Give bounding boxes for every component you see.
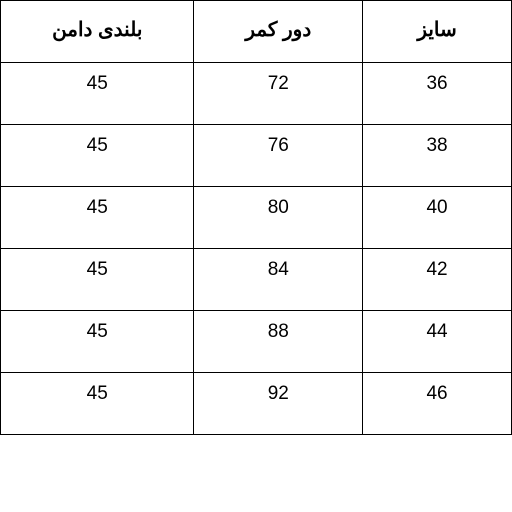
cell-skirt-length: 45: [1, 311, 194, 373]
table-row: 45 92 46: [1, 373, 512, 435]
table-header-row: بلندی دامن دور کمر سایز: [1, 1, 512, 63]
cell-skirt-length: 45: [1, 187, 194, 249]
cell-size: 44: [363, 311, 512, 373]
table-row: 45 88 44: [1, 311, 512, 373]
cell-skirt-length: 45: [1, 373, 194, 435]
cell-waist: 72: [194, 63, 363, 125]
cell-size: 42: [363, 249, 512, 311]
cell-waist: 84: [194, 249, 363, 311]
cell-size: 38: [363, 125, 512, 187]
col-header-size: سایز: [363, 1, 512, 63]
cell-skirt-length: 45: [1, 63, 194, 125]
cell-waist: 88: [194, 311, 363, 373]
table-row: 45 84 42: [1, 249, 512, 311]
cell-size: 46: [363, 373, 512, 435]
cell-skirt-length: 45: [1, 125, 194, 187]
cell-waist: 80: [194, 187, 363, 249]
cell-skirt-length: 45: [1, 249, 194, 311]
cell-size: 40: [363, 187, 512, 249]
col-header-waist: دور کمر: [194, 1, 363, 63]
cell-waist: 76: [194, 125, 363, 187]
cell-waist: 92: [194, 373, 363, 435]
cell-size: 36: [363, 63, 512, 125]
table-row: 45 80 40: [1, 187, 512, 249]
col-header-skirt-length: بلندی دامن: [1, 1, 194, 63]
table-row: 45 76 38: [1, 125, 512, 187]
table-row: 45 72 36: [1, 63, 512, 125]
size-chart-table: بلندی دامن دور کمر سایز 45 72 36 45 76 3…: [0, 0, 512, 435]
